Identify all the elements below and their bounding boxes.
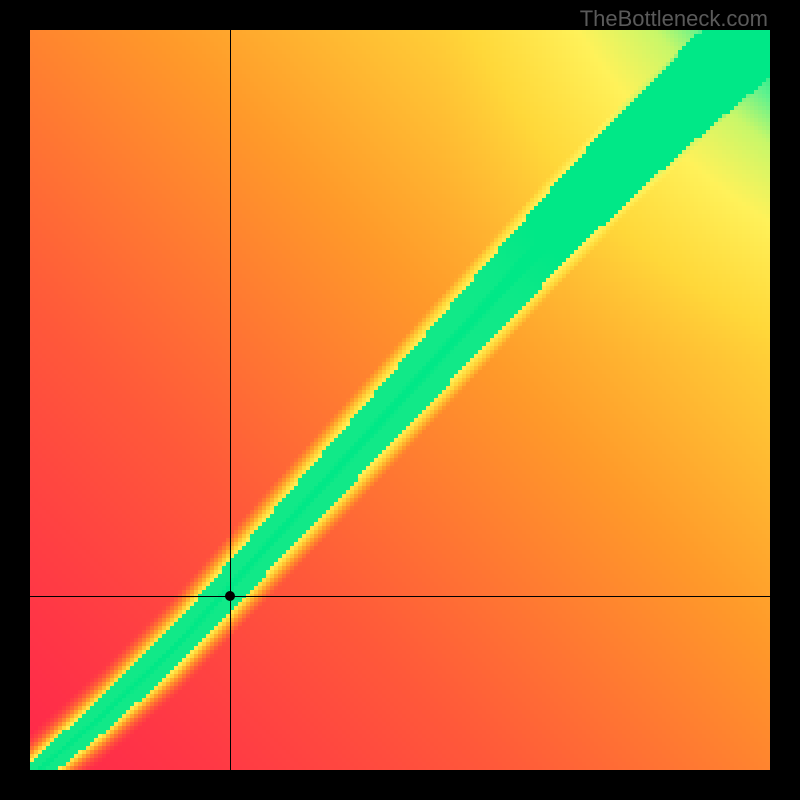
plot-container [30,30,770,770]
crosshair-vertical [230,30,231,770]
crosshair-horizontal [30,596,770,597]
watermark-text: TheBottleneck.com [580,6,768,32]
heatmap-canvas [30,30,770,770]
crosshair-marker [225,591,235,601]
